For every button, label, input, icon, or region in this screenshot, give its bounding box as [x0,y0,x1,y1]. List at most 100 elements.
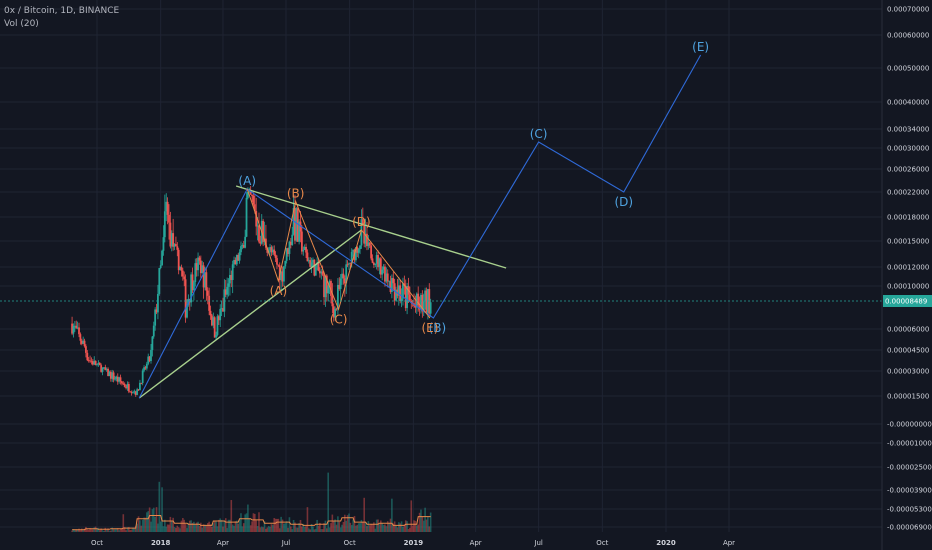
volume-indicator-label[interactable]: Vol (20) [4,19,39,29]
volume-bar [230,500,233,532]
volume-bar [420,509,422,532]
volume-bar [260,526,263,532]
candle-body [97,362,100,365]
candle-body [111,372,114,379]
volume-bar [396,527,399,532]
volume-bar [335,524,338,532]
volume-bar [220,519,223,532]
candle-body [381,269,384,275]
candle-body [241,245,244,247]
candle-body [181,270,184,277]
wave-annotations: (A) (B) (C) (D) (E) (A) (B) (C) (D) (E) [138,40,709,399]
volume-bar [427,516,429,532]
candle-body [271,249,274,253]
candle-body [211,315,213,326]
candle-body [379,258,382,275]
volume-bar [139,520,141,532]
candle-body [404,286,407,309]
volume-bar [157,523,159,532]
volume-bar [74,530,76,532]
volume-bar [154,516,156,532]
candle-body [273,249,276,255]
volume-bar [110,530,112,532]
volume-bar [194,524,197,532]
trendline [138,229,362,399]
candle-body [93,360,96,365]
candle-body [237,254,240,261]
volume-bar [320,529,323,532]
volume-bar [334,519,336,532]
candle-body [173,244,176,247]
volume-bar [259,527,262,532]
candle-body [350,251,353,264]
candle-body [130,392,133,394]
volume-bar [331,514,334,532]
candle-body [372,262,375,265]
volume-bar [71,530,73,532]
time-axis[interactable]: Oct 2018 Apr Jul Oct 2019 Apr Jul Oct 2020 Apr [91,539,735,547]
trendline [235,185,507,269]
candle-body [280,271,283,281]
volume-bar [388,523,390,532]
volume-bar [356,524,359,532]
volume-bar [90,529,93,532]
volume-bar [353,515,356,532]
price-tick-label: 0.00004500 [887,347,929,355]
candle-body [180,267,183,271]
candle-body [397,285,400,296]
volume-bar [148,507,151,532]
candle-body [352,249,355,252]
volume-bar [146,512,148,532]
volume-bar [72,529,75,532]
candle-body [227,283,230,287]
volume-bar [122,514,125,532]
volume-bar [270,524,273,532]
candle-body [108,371,111,377]
price-tick-label: 0.00040000 [887,99,929,107]
price-axis[interactable]: 0.00070000 0.00060000 0.00050000 0.00040000… [881,0,932,550]
candle-body [285,248,288,261]
volume-bar [211,526,213,532]
blue-wave-label: (E) [692,40,709,54]
candle-body [330,281,332,296]
candle-body [231,264,234,281]
volume-bar [126,527,129,532]
volume-bar [175,527,177,532]
price-tick-label: -0.00002500 [887,464,932,472]
volume-bar [233,525,235,532]
candle-body [325,275,328,294]
candle-body [91,361,94,365]
price-tick-label: 0.00001500 [887,393,929,401]
candle-body [199,260,202,274]
candle-body [152,325,155,337]
candle-body [122,383,125,385]
volume-bar [209,524,212,532]
candle-body [389,281,392,292]
candle-body [127,384,130,392]
volume-bar [364,521,367,532]
candle-body [177,249,180,271]
volume-bar [249,525,252,532]
volume-bar [288,517,291,532]
volume-bar [368,525,371,532]
candle-body [370,245,373,259]
volume-bar [198,526,201,532]
candle-body [217,316,220,321]
symbol-title[interactable]: 0x / Bitcoin, 1D, BINANCE [4,6,120,16]
candle-body [144,367,147,369]
candle-body [190,274,193,303]
volume-bar [206,523,209,532]
price-tick-label: 0.00070000 [887,6,929,14]
volume-bar [421,516,424,532]
candle-body [368,242,371,246]
volume-bar [186,528,188,532]
volume-bar [121,528,123,532]
candle-body [324,275,327,298]
price-tick-label: -0.00001000 [887,440,932,448]
candle-body [226,286,229,295]
candle-body [151,336,154,350]
volume-bar [302,523,305,532]
candle-body [378,258,381,268]
